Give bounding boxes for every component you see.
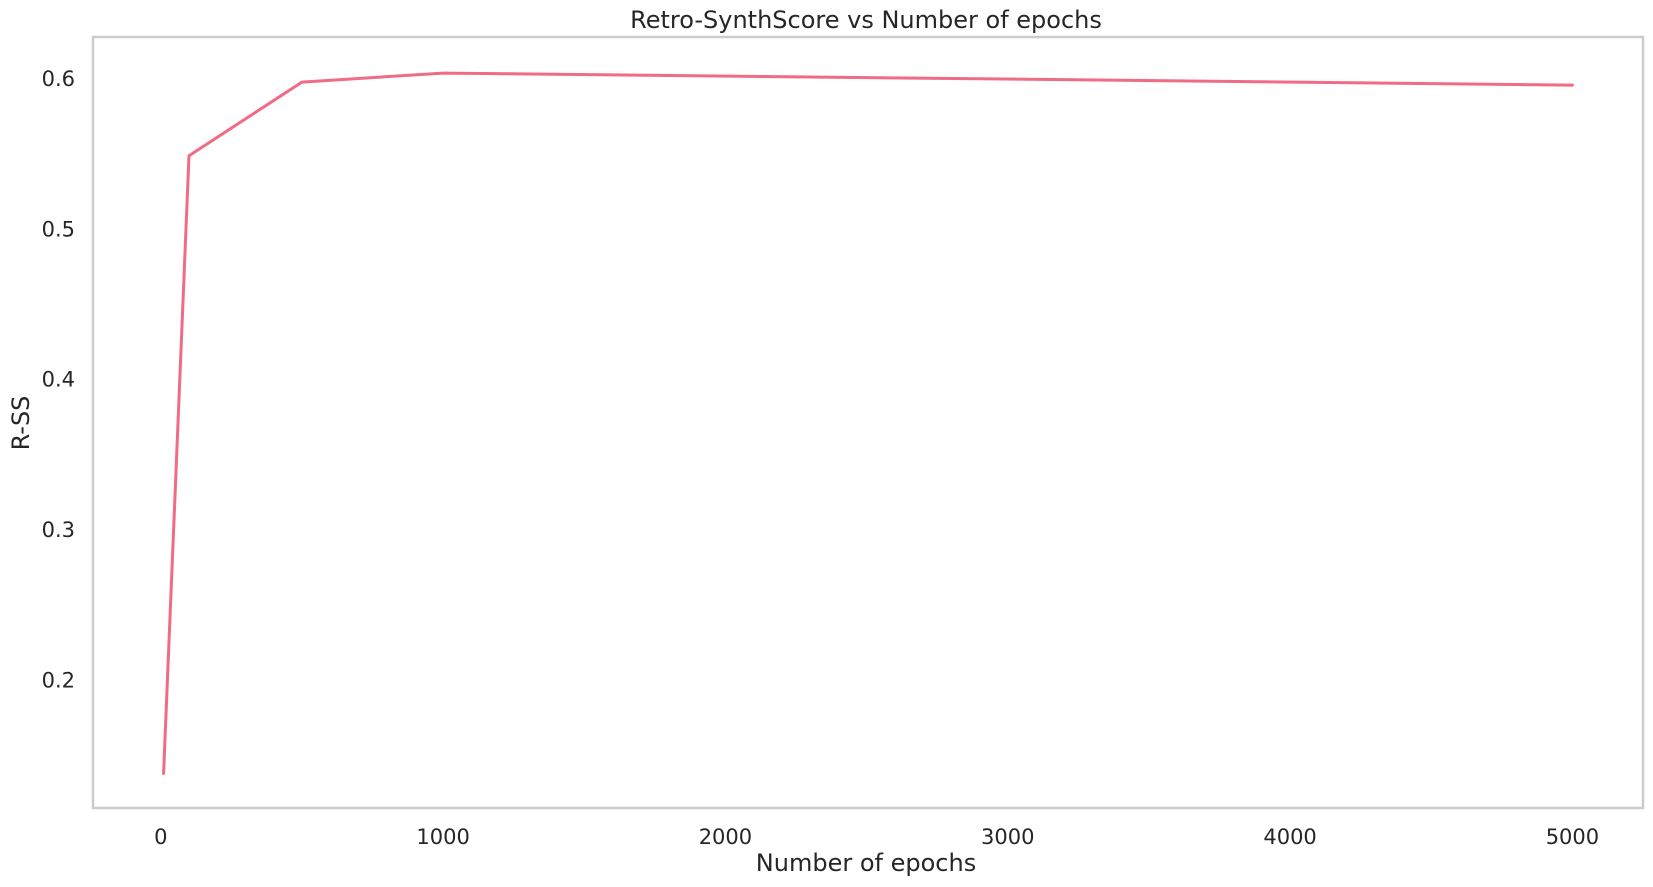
series-line: [162, 71, 1574, 775]
x-tick-label: 5000: [1546, 825, 1599, 849]
x-axis-label: Number of epochs: [756, 849, 976, 877]
chart-title: Retro-SynthScore vs Number of epochs: [630, 6, 1102, 34]
x-tick-label: 1000: [416, 825, 469, 849]
y-tick-label: 0.5: [42, 217, 75, 241]
series-layer: [162, 71, 1574, 775]
x-tick-label: 2000: [699, 825, 752, 849]
x-tick-label: 3000: [981, 825, 1034, 849]
x-tick-label: 4000: [1263, 825, 1316, 849]
y-tick-label: 0.6: [42, 67, 75, 91]
plot-frame: [91, 35, 1645, 810]
y-axis-label: R-SS: [7, 396, 35, 451]
y-tick-label: 0.4: [42, 368, 75, 392]
y-tick-label: 0.2: [42, 668, 75, 692]
y-axis-ticks: 0.2 0.3 0.4 0.5 0.6: [42, 67, 75, 692]
x-axis-ticks: 0 1000 2000 3000 4000 5000: [154, 825, 1599, 849]
x-tick-label: 0: [154, 825, 167, 849]
y-tick-label: 0.3: [42, 518, 75, 542]
